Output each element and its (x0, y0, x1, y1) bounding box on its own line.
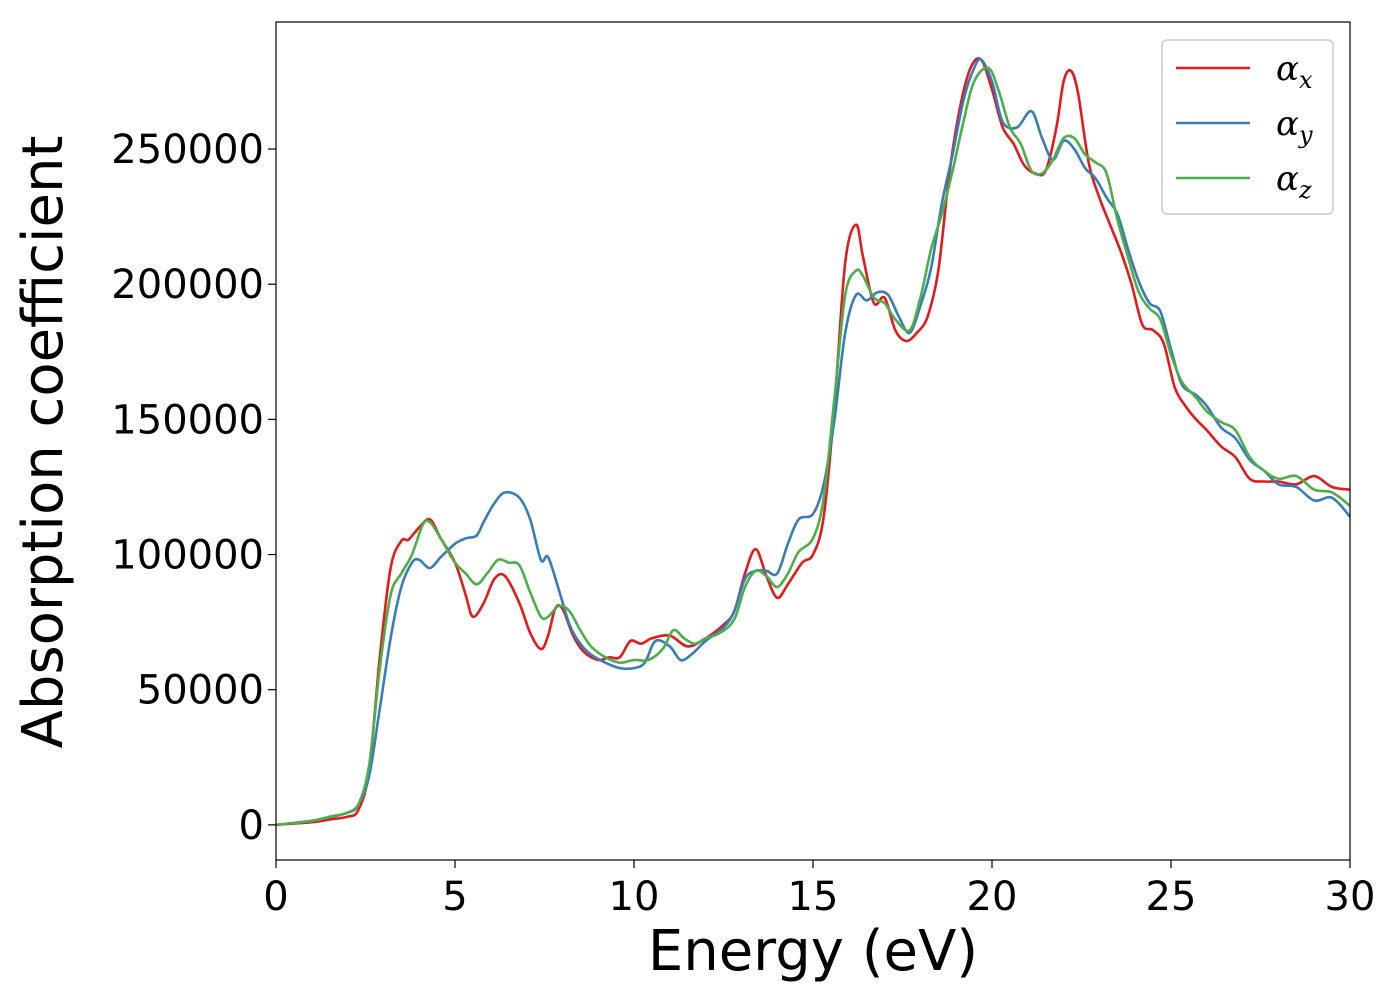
y-tick-label: 50000 (137, 668, 264, 714)
y-tick-label: 150000 (111, 397, 264, 443)
y-tick-label: 100000 (111, 533, 264, 579)
legend: αx αy αz (1161, 39, 1334, 215)
x-tick-label: 5 (442, 874, 467, 920)
x-tick-label: 0 (263, 874, 288, 920)
x-axis-title: Energy (eV) (648, 919, 978, 984)
legend-label-x: αx (1276, 49, 1313, 94)
legend-box (1161, 39, 1334, 215)
series-lines (275, 57, 1351, 827)
x-tick-label: 15 (788, 874, 839, 920)
y-axis-title: Absorption coefficient (11, 136, 76, 749)
y-tick-label: 0 (239, 803, 264, 849)
legend-label-z: αz (1276, 159, 1312, 204)
y-tick-label: 250000 (111, 127, 264, 173)
y-tick-label: 200000 (111, 262, 264, 308)
series-line-z (275, 66, 1351, 827)
x-tick-label: 10 (609, 874, 660, 920)
x-tick-label: 20 (967, 874, 1018, 920)
x-tick-label: 25 (1146, 874, 1197, 920)
x-tick-label: 30 (1325, 874, 1376, 920)
legend-label-y: αy (1276, 104, 1313, 149)
series-line-y (275, 57, 1351, 827)
x-axis: 0 5 10 15 20 25 30 (263, 860, 1375, 920)
y-axis: 0 50000 100000 150000 200000 250000 (111, 127, 276, 849)
